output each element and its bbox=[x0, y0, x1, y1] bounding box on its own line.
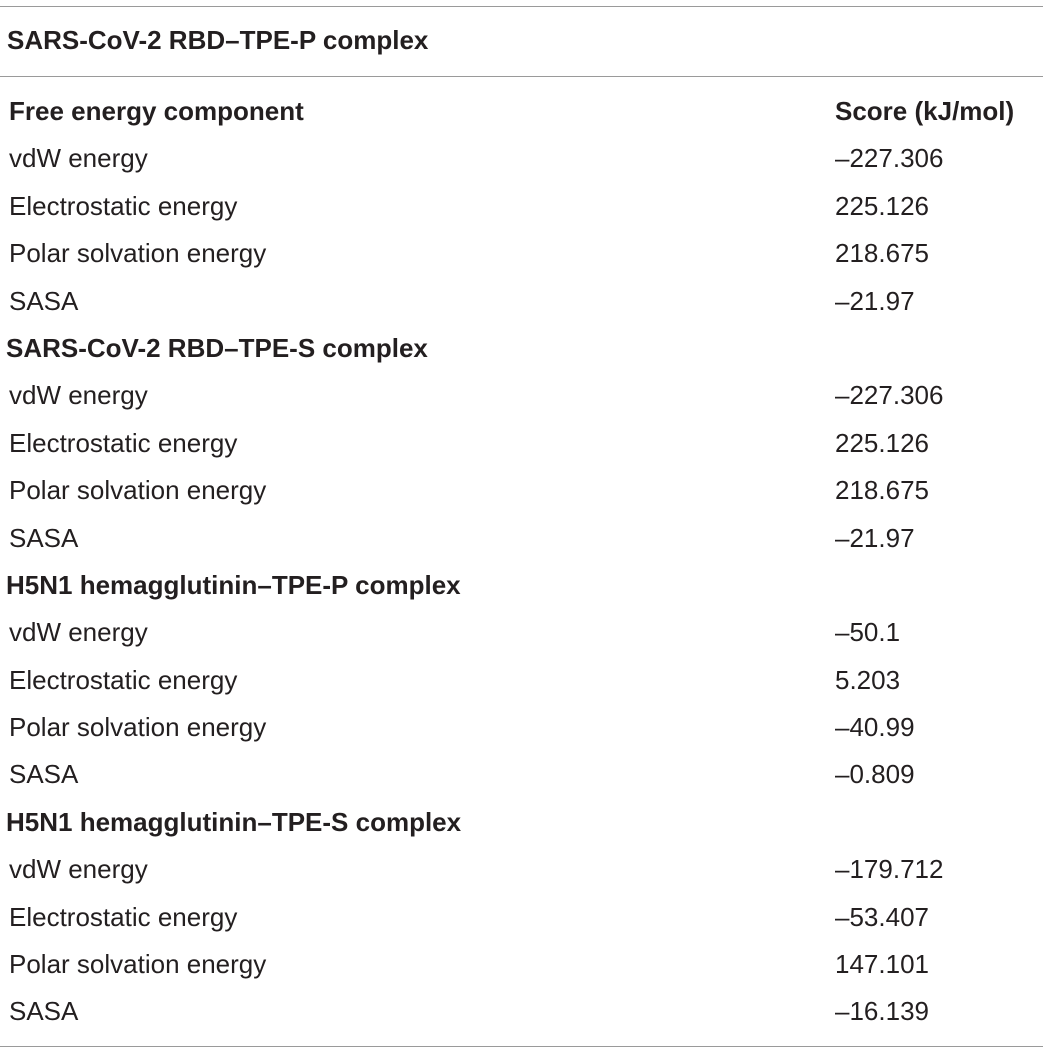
group-header-row: SARS-CoV-2 RBD–TPE-S complex bbox=[0, 325, 1043, 372]
component-cell: Electrostatic energy bbox=[9, 901, 238, 932]
score-cell: –50.1 bbox=[835, 617, 901, 648]
table-row: SASA –16.139 bbox=[0, 988, 1043, 1035]
table-row: SASA –21.97 bbox=[0, 278, 1043, 325]
component-cell: vdW energy bbox=[9, 617, 148, 648]
column-header-score: Score (kJ/mol) bbox=[835, 96, 1015, 126]
table-row: Polar solvation energy 218.675 bbox=[0, 467, 1043, 514]
table-row: Polar solvation energy –40.99 bbox=[0, 704, 1043, 751]
column-header-row: Free energy component Score (kJ/mol) bbox=[0, 88, 1043, 135]
component-cell: Polar solvation energy bbox=[9, 475, 267, 506]
bottom-rule bbox=[0, 1046, 1043, 1047]
table-row: vdW energy –179.712 bbox=[0, 846, 1043, 893]
score-cell: –179.712 bbox=[835, 854, 944, 885]
table-row: vdW energy –227.306 bbox=[0, 372, 1043, 419]
component-cell: vdW energy bbox=[9, 143, 148, 174]
score-cell: 225.126 bbox=[835, 190, 929, 221]
component-cell: Electrostatic energy bbox=[9, 664, 238, 695]
component-cell: SASA bbox=[9, 522, 79, 553]
score-cell: 218.675 bbox=[835, 475, 929, 506]
component-cell: Polar solvation energy bbox=[9, 949, 267, 980]
header-rule bbox=[0, 76, 1043, 77]
group-label: H5N1 hemagglutinin–TPE-P complex bbox=[6, 569, 461, 600]
component-cell: Polar solvation energy bbox=[9, 712, 267, 743]
score-cell: 225.126 bbox=[835, 427, 929, 458]
component-cell: Electrostatic energy bbox=[9, 190, 238, 221]
table-row: Polar solvation energy 147.101 bbox=[0, 941, 1043, 988]
component-cell: SASA bbox=[9, 996, 79, 1027]
table-row: Electrostatic energy 5.203 bbox=[0, 657, 1043, 704]
score-cell: 218.675 bbox=[835, 238, 929, 269]
table-row: SASA –0.809 bbox=[0, 751, 1043, 798]
score-cell: –21.97 bbox=[835, 522, 915, 553]
group-label: H5N1 hemagglutinin–TPE-S complex bbox=[6, 806, 462, 837]
score-cell: –227.306 bbox=[835, 380, 944, 411]
group-header-row: H5N1 hemagglutinin–TPE-S complex bbox=[0, 799, 1043, 846]
score-cell: –0.809 bbox=[835, 759, 915, 790]
score-cell: –53.407 bbox=[835, 901, 929, 932]
column-header-component: Free energy component bbox=[9, 96, 304, 126]
component-cell: SASA bbox=[9, 285, 79, 316]
table-row: Electrostatic energy 225.126 bbox=[0, 183, 1043, 230]
table-title: SARS-CoV-2 RBD–TPE-P complex bbox=[7, 25, 429, 55]
group-header-row: H5N1 hemagglutinin–TPE-P complex bbox=[0, 562, 1043, 609]
score-cell: –227.306 bbox=[835, 143, 944, 174]
table-row: Electrostatic energy –53.407 bbox=[0, 894, 1043, 941]
component-cell: Polar solvation energy bbox=[9, 238, 267, 269]
score-cell: –16.139 bbox=[835, 996, 929, 1027]
table-row: SASA –21.97 bbox=[0, 515, 1043, 562]
component-cell: vdW energy bbox=[9, 854, 148, 885]
component-cell: vdW energy bbox=[9, 380, 148, 411]
component-cell: Electrostatic energy bbox=[9, 427, 238, 458]
row-container: vdW energy –227.306 Electrostatic energy 22… bbox=[0, 135, 1043, 1035]
group-label: SARS-CoV-2 RBD–TPE-S complex bbox=[6, 332, 428, 363]
score-cell: 5.203 bbox=[835, 664, 901, 695]
score-cell: –21.97 bbox=[835, 285, 915, 316]
table-body: Free energy component Score (kJ/mol) vdW… bbox=[0, 88, 1043, 1036]
table-row: vdW energy –227.306 bbox=[0, 135, 1043, 182]
score-cell: –40.99 bbox=[835, 712, 915, 743]
score-cell: 147.101 bbox=[835, 949, 929, 980]
table-row: Polar solvation energy 218.675 bbox=[0, 230, 1043, 277]
table-row: vdW energy –50.1 bbox=[0, 609, 1043, 656]
top-rule bbox=[0, 6, 1043, 7]
component-cell: SASA bbox=[9, 759, 79, 790]
table-row: Electrostatic energy 225.126 bbox=[0, 420, 1043, 467]
